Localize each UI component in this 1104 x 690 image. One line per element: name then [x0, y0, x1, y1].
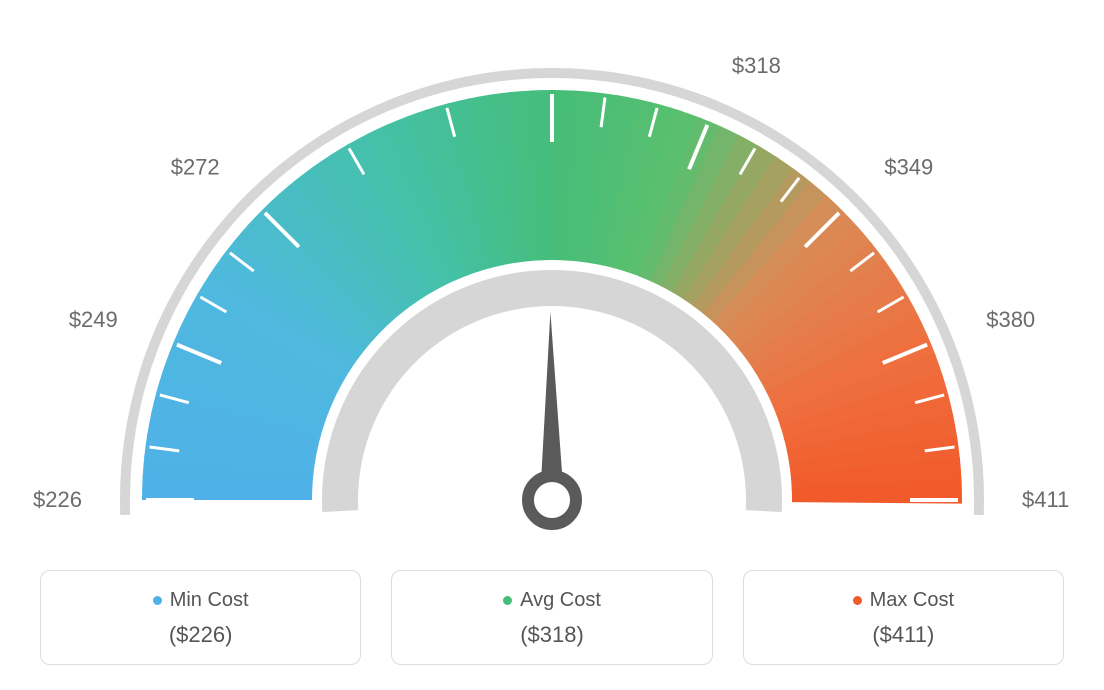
legend-label-max: Max Cost: [754, 589, 1053, 612]
gauge-needle-hub: [528, 476, 576, 524]
legend-value-max: ($411): [754, 622, 1053, 648]
legend-label-min: Min Cost: [51, 589, 350, 612]
legend-value-min: ($226): [51, 622, 350, 648]
gauge-tick-label: $349: [884, 155, 933, 180]
gauge-tick-label: $411: [1022, 487, 1069, 512]
legend-value-avg: ($318): [402, 622, 701, 648]
gauge-svg: $226 $249 $272 $318 $349 $380 $411: [0, 0, 1104, 560]
legend-dot-min: [153, 596, 162, 605]
legend-label-text: Avg Cost: [520, 589, 601, 611]
gauge-tick-label: $272: [171, 155, 220, 180]
legend-box-avg: Avg Cost ($318): [391, 570, 712, 665]
gauge-chart: $226 $249 $272 $318 $349 $380 $411: [0, 0, 1104, 560]
gauge-tick-label: $226: [33, 487, 82, 512]
legend-box-min: Min Cost ($226): [40, 570, 361, 665]
legend-box-max: Max Cost ($411): [743, 570, 1064, 665]
legend-dot-avg: [503, 596, 512, 605]
legend-dot-max: [853, 596, 862, 605]
gauge-tick-label: $249: [69, 307, 118, 332]
legend-label-text: Min Cost: [170, 589, 249, 611]
legend-label-text: Max Cost: [870, 589, 954, 611]
legend-label-avg: Avg Cost: [402, 589, 701, 612]
legend-row: Min Cost ($226) Avg Cost ($318) Max Cost…: [0, 570, 1104, 665]
gauge-tick-label: $380: [986, 307, 1035, 332]
gauge-tick-label: $318: [732, 53, 781, 78]
